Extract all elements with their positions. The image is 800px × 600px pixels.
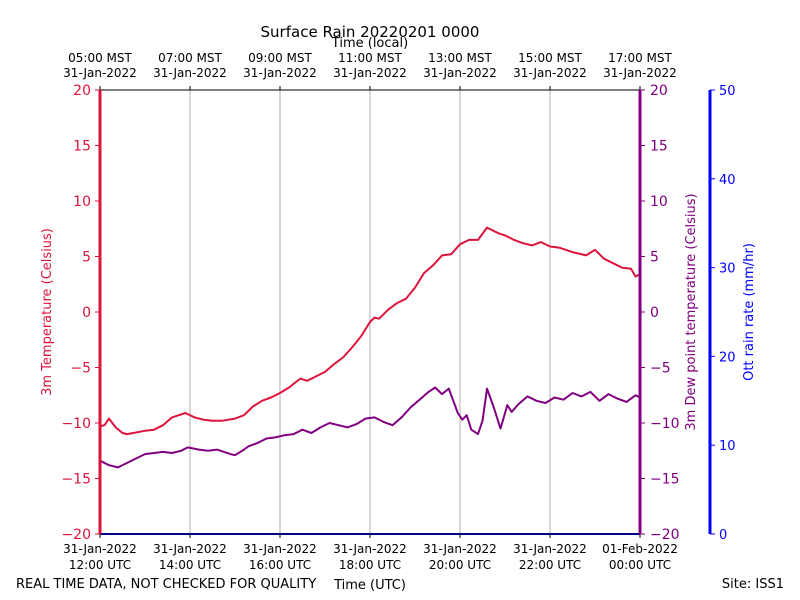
rain-tick-label: 20 xyxy=(719,350,736,365)
x-tick-label-time: 22:00 UTC xyxy=(519,558,581,572)
temperature-tick-label: −15 xyxy=(61,472,91,488)
x-tick-label-date: 31-Jan-2022 xyxy=(423,542,497,556)
temperature-tick-label: 15 xyxy=(73,139,91,155)
temperature-tick-label: 10 xyxy=(73,194,91,210)
top-tick-label-date: 31-Jan-2022 xyxy=(423,66,497,80)
rain-axis-label: Ott rain rate (mm/hr) xyxy=(742,243,757,381)
dewpoint-tick-label: 0 xyxy=(650,305,659,321)
x-tick-label-date: 31-Jan-2022 xyxy=(513,542,587,556)
tick-labels: 31-Jan-2022 12:00 UTC 31-Jan-2022 14:00 UTC… xyxy=(61,51,735,572)
top-tick-label-time: 15:00 MST xyxy=(518,51,582,65)
temperature-axis-label: 3m Temperature (Celsius) xyxy=(40,228,55,396)
top-tick-label-time: 07:00 MST xyxy=(158,51,222,65)
top-axis-label: Time (local) xyxy=(331,36,408,51)
chart-title: Surface Rain 20220201 0000 xyxy=(261,23,480,41)
x-tick-label-time: 18:00 UTC xyxy=(339,558,401,572)
rain-tick-label: 0 xyxy=(719,528,727,543)
top-tick-label-date: 31-Jan-2022 xyxy=(333,66,407,80)
dewpoint-tick-label: 10 xyxy=(650,194,668,210)
x-tick-label-time: 12:00 UTC xyxy=(69,558,131,572)
top-tick-label-time: 09:00 MST xyxy=(248,51,312,65)
top-tick-label-date: 31-Jan-2022 xyxy=(243,66,317,80)
x-axis-label: Time (UTC) xyxy=(333,578,406,593)
dewpoint-tick-label: −5 xyxy=(650,361,671,377)
temperature-tick-label: 5 xyxy=(82,250,91,266)
temperature-tick-label: 20 xyxy=(73,83,91,99)
dewpoint-tick-label: 5 xyxy=(650,250,659,266)
dewpoint-tick-label: 20 xyxy=(650,83,668,99)
series-line-temperature xyxy=(99,226,641,436)
rain-tick-label: 40 xyxy=(719,173,736,188)
grid-lines xyxy=(189,90,551,534)
top-tick-label-time: 13:00 MST xyxy=(428,51,492,65)
dewpoint-tick-label: −15 xyxy=(650,472,680,488)
top-tick-label-date: 31-Jan-2022 xyxy=(513,66,587,80)
x-tick-label-time: 16:00 UTC xyxy=(249,558,311,572)
top-tick-label-date: 31-Jan-2022 xyxy=(153,66,227,80)
x-tick-label-time: 14:00 UTC xyxy=(159,558,221,572)
temperature-tick-label: −20 xyxy=(61,527,91,543)
top-tick-label-time: 11:00 MST xyxy=(338,51,402,65)
site-label: Site: ISS1 xyxy=(722,577,784,592)
quality-disclaimer: REAL TIME DATA, NOT CHECKED FOR QUALITY xyxy=(16,577,316,592)
x-tick-label-date: 31-Jan-2022 xyxy=(243,542,317,556)
x-tick-label-date: 31-Jan-2022 xyxy=(333,542,407,556)
temperature-tick-label: 0 xyxy=(82,305,91,321)
x-tick-label-date: 31-Jan-2022 xyxy=(63,542,137,556)
top-tick-label-date: 31-Jan-2022 xyxy=(63,66,137,80)
axes xyxy=(95,86,715,538)
top-tick-label-time: 05:00 MST xyxy=(68,51,132,65)
top-tick-label-date: 31-Jan-2022 xyxy=(603,66,677,80)
dewpoint-tick-label: −20 xyxy=(650,527,680,543)
dewpoint-tick-label: −10 xyxy=(650,416,680,432)
x-tick-label-time: 00:00 UTC xyxy=(609,558,671,572)
dewpoint-axis-label: 3m Dew point temperature (Celsius) xyxy=(684,193,699,430)
rain-tick-label: 30 xyxy=(719,262,736,277)
temperature-tick-label: −5 xyxy=(70,361,91,377)
temperature-tick-label: −10 xyxy=(61,416,91,432)
x-tick-label-time: 20:00 UTC xyxy=(429,558,491,572)
top-tick-label-time: 17:00 MST xyxy=(608,51,672,65)
rain-tick-label: 50 xyxy=(719,84,736,99)
x-tick-label-date: 31-Jan-2022 xyxy=(153,542,227,556)
series-line-dewpoint xyxy=(99,386,641,469)
dewpoint-tick-label: 15 xyxy=(650,139,668,155)
x-tick-label-date: 01-Feb-2022 xyxy=(602,542,678,556)
rain-tick-label: 10 xyxy=(719,439,736,454)
